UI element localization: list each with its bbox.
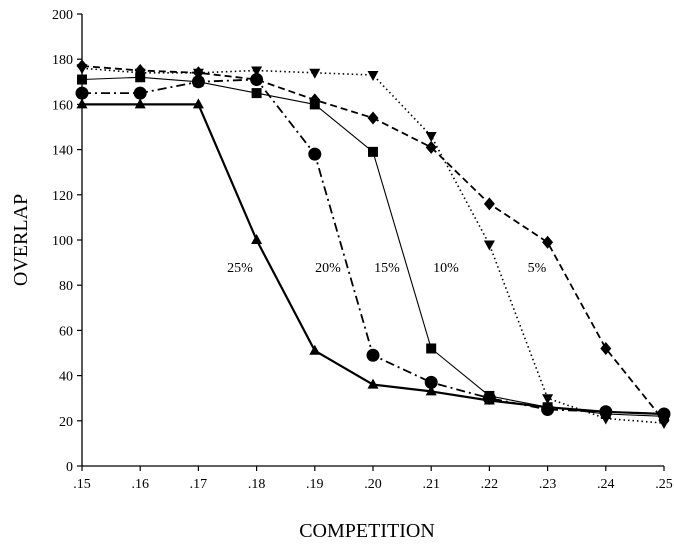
data-point-15pct xyxy=(368,146,378,157)
data-point-5pct xyxy=(251,73,263,87)
y-tick-label: 100 xyxy=(52,234,73,249)
x-tick-label: .22 xyxy=(481,477,499,492)
y-tick-label: 140 xyxy=(52,144,73,159)
series-line-15pct xyxy=(81,76,665,417)
data-point-25pct xyxy=(251,234,263,244)
y-tick-label: 0 xyxy=(66,460,73,475)
series-line-20pct xyxy=(82,78,665,415)
data-point-15pct xyxy=(542,402,553,413)
series-label-25pct: 25% xyxy=(227,261,253,276)
data-point-15pct xyxy=(251,88,262,99)
data-point-5pct xyxy=(76,59,88,73)
data-point-10pct xyxy=(542,394,554,405)
data-point-25pct xyxy=(425,385,437,396)
y-tick-label: 40 xyxy=(59,370,73,385)
axes xyxy=(81,14,664,467)
ticks: 0 20 40 60 80 100 120 140 160 180 200 .15 .16 .17 .18.… xyxy=(52,8,673,492)
data-point-5pct xyxy=(309,93,321,107)
data-point-5pct xyxy=(134,64,146,77)
data-point-25pct xyxy=(134,98,146,109)
data-point-20pct xyxy=(366,348,380,362)
data-point-15pct xyxy=(484,390,495,401)
data-point-20pct xyxy=(308,147,322,161)
x-tick-label: .19 xyxy=(306,477,324,492)
x-tick-label: .20 xyxy=(364,477,382,492)
data-point-5pct xyxy=(192,66,204,80)
y-tick-label: 180 xyxy=(52,53,73,68)
series-label-10pct: 10% xyxy=(433,261,459,276)
x-tick-label: .15 xyxy=(73,477,91,492)
data-point-10pct xyxy=(251,66,263,77)
data-point-25pct xyxy=(192,98,204,109)
data-point-10pct xyxy=(367,71,379,82)
data-point-20pct xyxy=(424,375,438,389)
data-point-5pct xyxy=(658,414,670,428)
series-labels: 25% 20% 15% 10% 5% xyxy=(227,261,547,276)
x-tick-label: .16 xyxy=(131,477,149,492)
y-tick-label: 120 xyxy=(52,189,73,204)
x-tick-label: .17 xyxy=(190,477,208,492)
y-axis-title: OVERLAP xyxy=(10,194,32,286)
x-tick-label: .24 xyxy=(597,477,615,492)
series-label-15pct: 15% xyxy=(374,261,400,276)
data-point-10pct xyxy=(600,414,612,425)
data-point-15pct xyxy=(600,409,611,420)
x-axis-title: COMPETITION xyxy=(299,520,435,542)
series-markers xyxy=(75,59,671,430)
x-tick-label: .21 xyxy=(422,477,440,492)
data-point-10pct xyxy=(309,68,321,79)
y-tick-label: 60 xyxy=(59,324,73,339)
data-point-20pct xyxy=(133,86,147,100)
data-point-25pct xyxy=(309,344,321,355)
data-point-15pct xyxy=(426,343,437,354)
data-point-10pct xyxy=(425,132,437,143)
data-point-5pct xyxy=(425,140,437,154)
data-point-15pct xyxy=(77,74,87,85)
data-point-5pct xyxy=(542,235,554,249)
data-point-25pct xyxy=(367,378,379,389)
y-tick-label: 200 xyxy=(52,8,73,23)
y-tick-label: 160 xyxy=(52,98,73,113)
x-tick-label: .18 xyxy=(248,477,266,492)
series-label-5pct: 5% xyxy=(528,261,547,276)
data-point-15pct xyxy=(193,76,204,87)
data-point-5pct xyxy=(367,111,379,125)
data-point-10pct xyxy=(483,240,495,251)
y-tick-label: 20 xyxy=(59,415,73,430)
x-tick-label: .23 xyxy=(539,477,557,492)
y-tick-label: 80 xyxy=(59,279,73,294)
data-point-5pct xyxy=(483,197,495,211)
data-point-25pct xyxy=(76,98,88,109)
data-point-20pct xyxy=(75,86,89,100)
data-point-5pct xyxy=(600,341,612,355)
series-label-20pct: 20% xyxy=(315,261,341,276)
x-tick-label: .25 xyxy=(655,477,673,492)
